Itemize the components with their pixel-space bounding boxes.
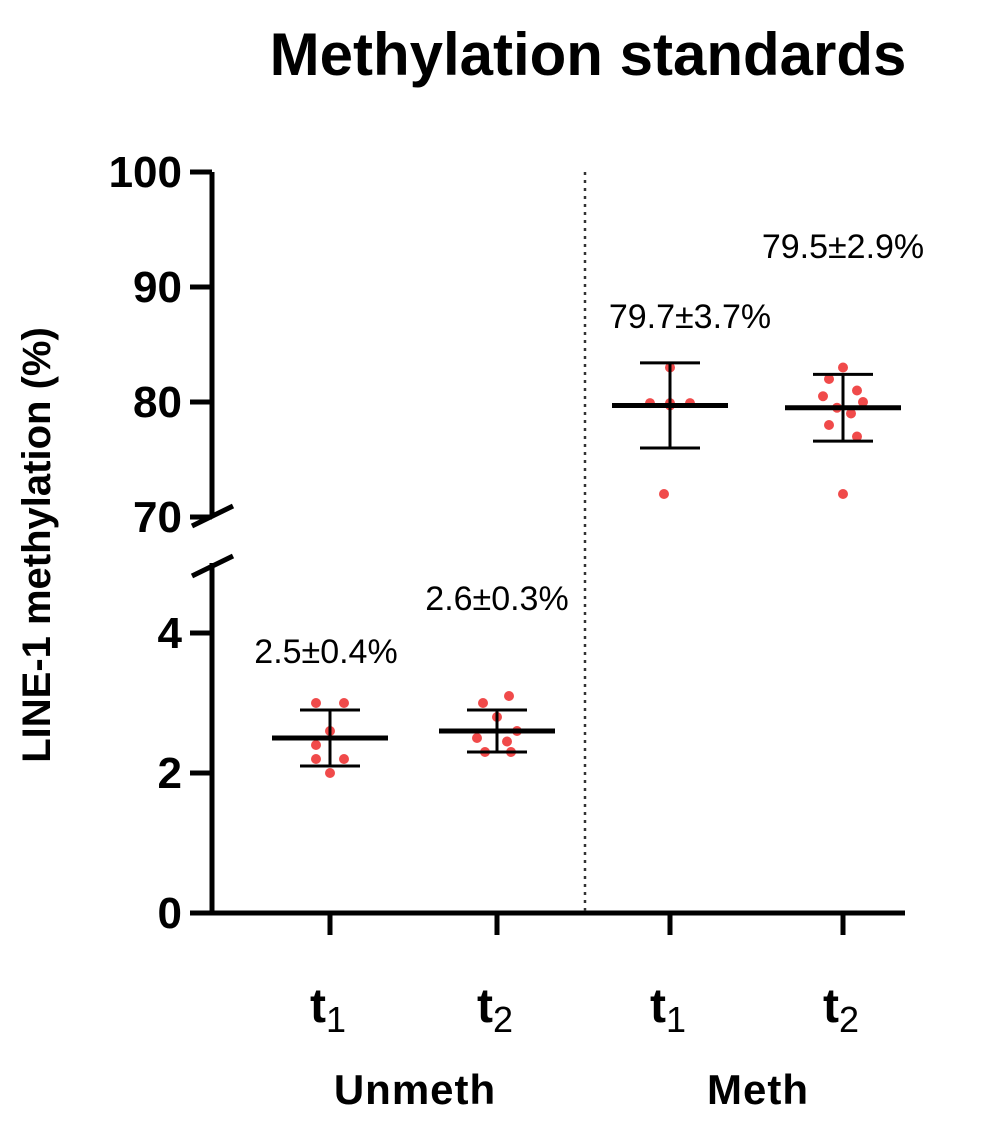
y-tick-label: 70	[133, 493, 182, 542]
group-label: Meth	[707, 1066, 809, 1113]
data-point	[325, 768, 335, 778]
x-tick-label: t2	[477, 980, 513, 1040]
y-tick-label: 90	[133, 263, 182, 312]
data-point	[838, 489, 848, 499]
y-tick-label: 2	[158, 749, 182, 798]
x-tick-label: t1	[650, 980, 686, 1040]
data-point	[846, 408, 856, 419]
data-point	[311, 754, 321, 764]
data-point	[472, 733, 482, 743]
labels: 70 80 90 100 0 2 4 t1 t2 t1 t2 Unmeth Meth 2.5±0.4% 2.…	[109, 148, 925, 1113]
data-point	[852, 431, 862, 442]
y-tick-label: 80	[133, 378, 182, 427]
axis-break-mark	[190, 503, 235, 529]
data-point	[502, 736, 512, 747]
y-tick-label: 100	[109, 148, 182, 197]
y-tick-label: 4	[158, 609, 183, 658]
axes	[190, 169, 905, 935]
y-tick-label: 0	[158, 889, 182, 938]
data-point	[311, 740, 321, 750]
data-point	[504, 691, 514, 701]
mean-sd-annotation: 2.6±0.3%	[425, 580, 568, 618]
chart-title: Methylation standards	[270, 21, 907, 88]
data-point	[659, 489, 669, 499]
data-point	[824, 420, 834, 430]
data-point	[478, 698, 488, 708]
mean-sd-annotation: 2.5±0.4%	[254, 633, 397, 671]
group-label: Unmeth	[334, 1066, 496, 1113]
data-point	[858, 397, 868, 407]
mean-sd-annotation: 79.7±3.7%	[609, 298, 771, 336]
data-point	[311, 698, 321, 708]
marks	[272, 361, 901, 778]
data-point	[339, 754, 349, 764]
data-point	[824, 374, 834, 384]
data-point	[838, 362, 848, 373]
data-point	[339, 698, 349, 708]
mean-sd-annotation: 79.5±2.9%	[762, 228, 924, 266]
x-tick-label: t2	[823, 980, 859, 1040]
data-point	[818, 391, 828, 402]
axis-break-mark	[190, 553, 235, 579]
y-axis-label: LINE-1 methylation (%)	[15, 327, 59, 763]
x-tick-label: t1	[310, 980, 346, 1040]
data-point	[852, 385, 862, 396]
